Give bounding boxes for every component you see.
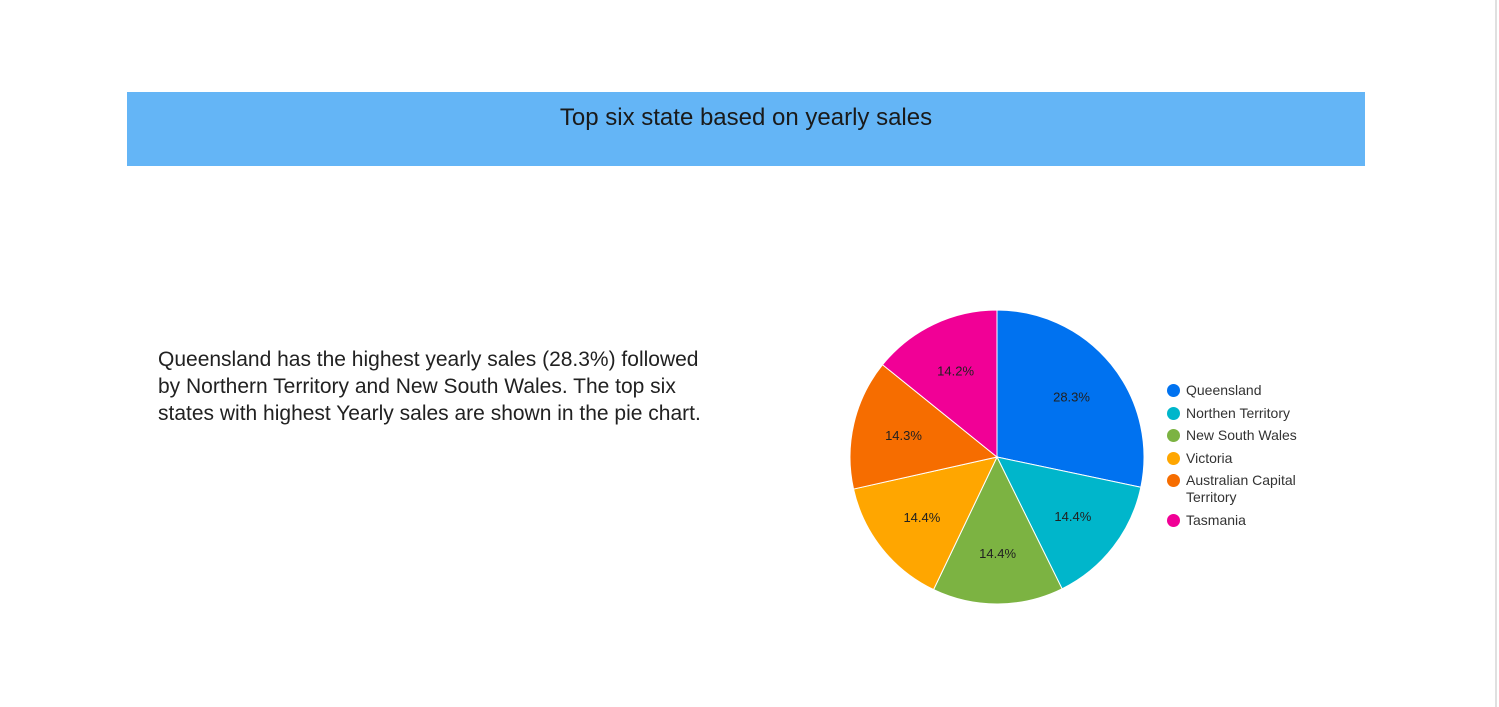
slice-label-victoria: 14.4%: [903, 510, 940, 525]
legend-label: New South Wales: [1186, 427, 1297, 443]
legend-item-northen-territory[interactable]: Northen Territory: [1167, 405, 1317, 422]
legend-label: Victoria: [1186, 449, 1233, 466]
slice-label-queensland: 28.3%: [1053, 390, 1090, 405]
legend-swatch-icon: [1167, 406, 1180, 420]
legend-item-australian-capital-territory[interactable]: Australian Capital Territory: [1167, 472, 1317, 506]
legend-label: Tasmania: [1186, 511, 1246, 528]
summary-text: Queensland has the highest yearly sales …: [158, 348, 701, 425]
legend-swatch-icon: [1167, 513, 1180, 527]
legend-item-new-south-wales[interactable]: New South Wales: [1167, 427, 1317, 444]
chart-title: Top six state based on yearly sales: [559, 104, 933, 131]
pie-slice-northen-territory[interactable]: [996, 456, 1142, 590]
pie-slice-tasmania[interactable]: [881, 309, 998, 459]
legend-label: Northen Territory: [1186, 404, 1291, 421]
legend-item-queensland[interactable]: Queensland: [1167, 382, 1317, 399]
slice-label-new-south-wales: 14.4%: [979, 546, 1016, 561]
legend-item-victoria[interactable]: Victoria: [1167, 450, 1317, 467]
pie-slice-queensland[interactable]: [996, 309, 1145, 488]
pie-slice-victoria[interactable]: [852, 456, 998, 591]
legend-swatch-icon: [1167, 451, 1180, 465]
legend-label: Queensland: [1186, 382, 1262, 398]
legend-item-tasmania[interactable]: Tasmania: [1167, 512, 1317, 529]
slice-label-northen-territory: 14.4%: [1054, 509, 1091, 524]
legend-swatch-icon: [1167, 474, 1180, 487]
title-banner: Top six state based on yearly sales: [127, 92, 1365, 166]
legend-swatch-icon: [1167, 429, 1180, 442]
chart-legend: Queensland Northen Territory New South Wal…: [1167, 382, 1317, 534]
legend-swatch-icon: [1167, 384, 1180, 397]
legend-label: Australian Capital Territory: [1186, 472, 1296, 505]
pie-slice-australian-capital-territory[interactable]: [849, 364, 999, 490]
pie-slice-new-south-wales[interactable]: [932, 455, 1063, 605]
slice-label-tasmania: 14.2%: [937, 363, 974, 378]
slice-label-australian-capital-territory: 14.3%: [885, 428, 922, 443]
page-edge-divider: [1495, 0, 1497, 707]
